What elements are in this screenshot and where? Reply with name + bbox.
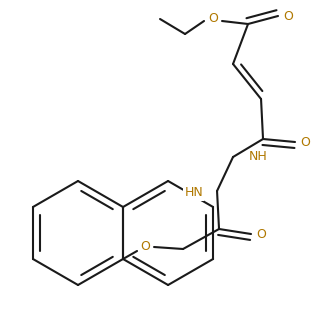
Text: O: O bbox=[208, 12, 218, 26]
Text: NH: NH bbox=[249, 151, 268, 164]
Text: O: O bbox=[256, 228, 266, 240]
Text: O: O bbox=[140, 240, 150, 253]
Text: HN: HN bbox=[184, 187, 203, 199]
Text: O: O bbox=[283, 10, 293, 22]
Text: O: O bbox=[300, 136, 310, 148]
